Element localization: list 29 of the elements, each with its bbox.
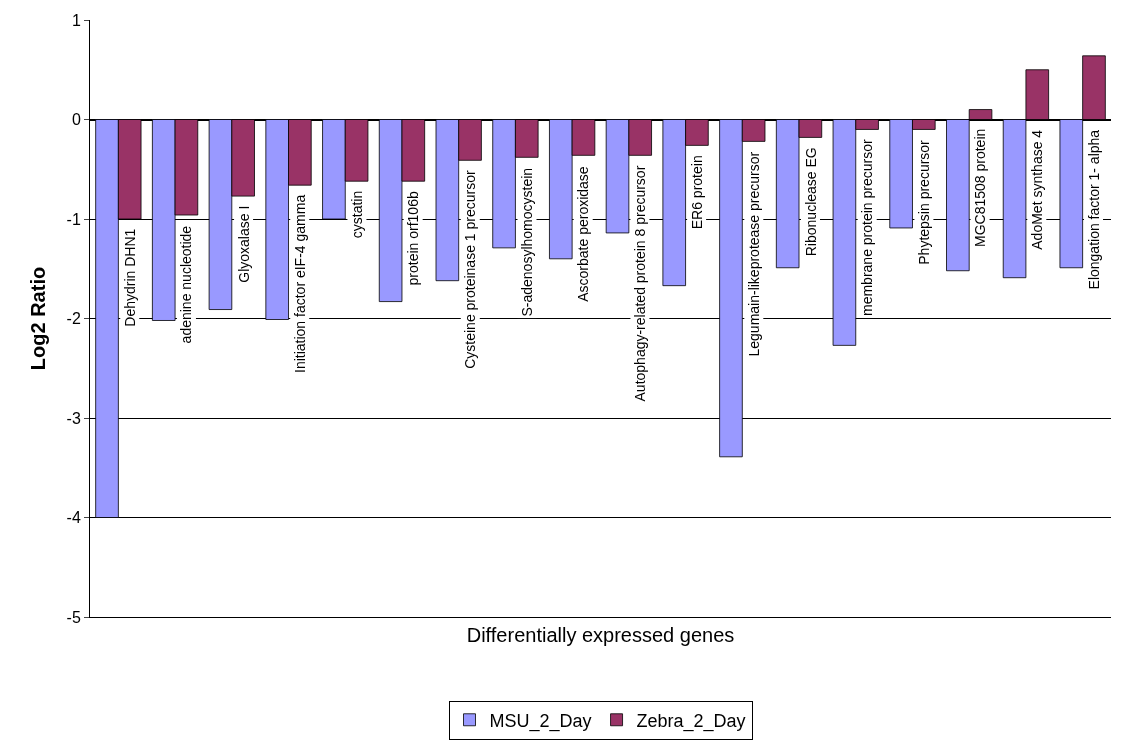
y-tick-label: -1 [66,210,81,228]
x-tick-label: Ribonuclease EG [802,147,819,257]
legend-label: MSU_2_Day [489,710,592,732]
x-tick-label: Legumain-likeprotease precursor [745,151,762,357]
legend-label: Zebra_2_Day [636,710,746,732]
y-tick-label: -3 [66,409,81,427]
y-tick-label: 1 [71,11,81,29]
x-tick-label: AdoMet synthase 4 [1028,129,1045,250]
x-tick-label: Glyoxalase I [235,205,252,283]
x-tick-label: S-adenosylhomocystein [518,167,535,317]
x-tick-label: protein orf106b [405,191,422,286]
x-tick-label: MGC81508 protein [972,128,989,247]
x-tick-label: cystatin [348,190,365,239]
x-tick-label: adenine nucleotide [178,225,195,344]
y-tick-label: -4 [66,509,81,527]
y-axis-title: Log2 Ratio [27,266,50,371]
y-tick-label: -5 [66,608,81,626]
x-tick-label: Ascorbate peroxidase [575,166,592,302]
x-axis-title: Differentially expressed genes [466,623,735,646]
x-tick-label: membrane protein precursor [859,139,876,316]
x-tick-label: Autophagy-related protein 8 precursor [631,165,648,402]
x-tick-label: Initiation factor eIF-4 gamma [291,194,308,373]
x-tick-label: ER6 protein [688,155,705,230]
x-tick-label: Elongation factor 1- alpha [1085,129,1102,290]
x-tick-label: Cysteine proteinase 1 precursor [462,170,479,369]
x-tick-label: Dehydrin DHN1 [121,228,138,327]
y-tick-label: -2 [66,310,81,328]
y-tick-label: 0 [71,111,81,129]
x-tick-label: Phytepsin precursor [915,139,932,265]
